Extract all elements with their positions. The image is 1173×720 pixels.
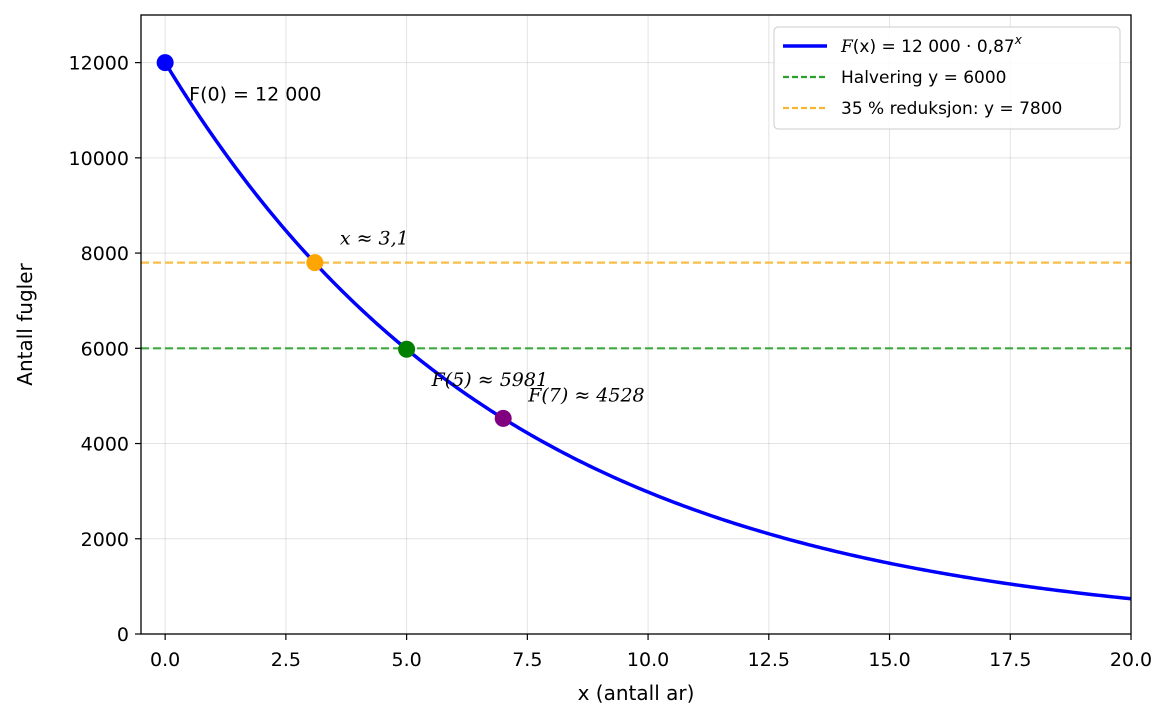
y-axis-ticks: 0 2000 4000 6000 8000 10000 12000 [69,53,141,646]
x-tick-label: 17.5 [989,649,1031,671]
y-tick-label: 8000 [81,243,129,265]
x-axis-ticks: 0.0 2.5 5.0 7.5 10.0 12.5 15.0 17.5 20.0 [150,634,1152,671]
data-point [494,409,512,427]
x-tick-label: 10.0 [627,649,669,671]
points-layer [156,54,512,427]
data-point [398,340,416,358]
point-annotation: x ≈ 3,1 [340,228,409,250]
plot-frame [140,14,1132,635]
curve-layer [163,61,1132,601]
legend-label: Halvering y = 6000 [841,68,1007,88]
point-annotation: F(7) ≈ 4528 [527,384,644,406]
y-tick-label: 2000 [81,529,129,551]
point-annotation: F(0) = 12 000 [189,84,321,106]
y-tick-label: 10000 [69,148,129,170]
legend-label-exp: x [1014,33,1023,47]
x-tick-label: 2.5 [271,649,301,671]
legend-label-fn: F [840,37,854,57]
legend: F(x) = 12 000 · 0,87x Halvering y = 6000 3… [773,26,1121,130]
x-axis-label: x (antall ar) [578,681,695,705]
data-point [156,54,174,72]
point-annotation: F(5) ≈ 5981 [431,369,548,391]
x-tick-label: 7.5 [512,649,542,671]
legend-label: 35 % reduksjon: y = 7800 [841,99,1062,119]
legend-label-body: (x) = 12 000 · 0,87 [853,37,1015,57]
y-axis-label: Antall fugler [13,263,37,386]
legend-box [773,26,1121,130]
series-curve [163,61,1132,601]
reference-lines [141,261,1131,350]
x-tick-label: 0.0 [150,649,180,671]
legend-label: F(x) = 12 000 · 0,87x [840,33,1023,57]
x-tick-label: 12.5 [748,649,790,671]
y-tick-label: 12000 [69,53,129,75]
data-point [306,254,324,272]
y-tick-label: 0 [117,624,129,646]
x-tick-label: 20.0 [1110,649,1152,671]
y-tick-label: 6000 [81,338,129,360]
x-tick-label: 15.0 [868,649,910,671]
y-tick-label: 4000 [81,434,129,456]
x-tick-label: 5.0 [392,649,422,671]
